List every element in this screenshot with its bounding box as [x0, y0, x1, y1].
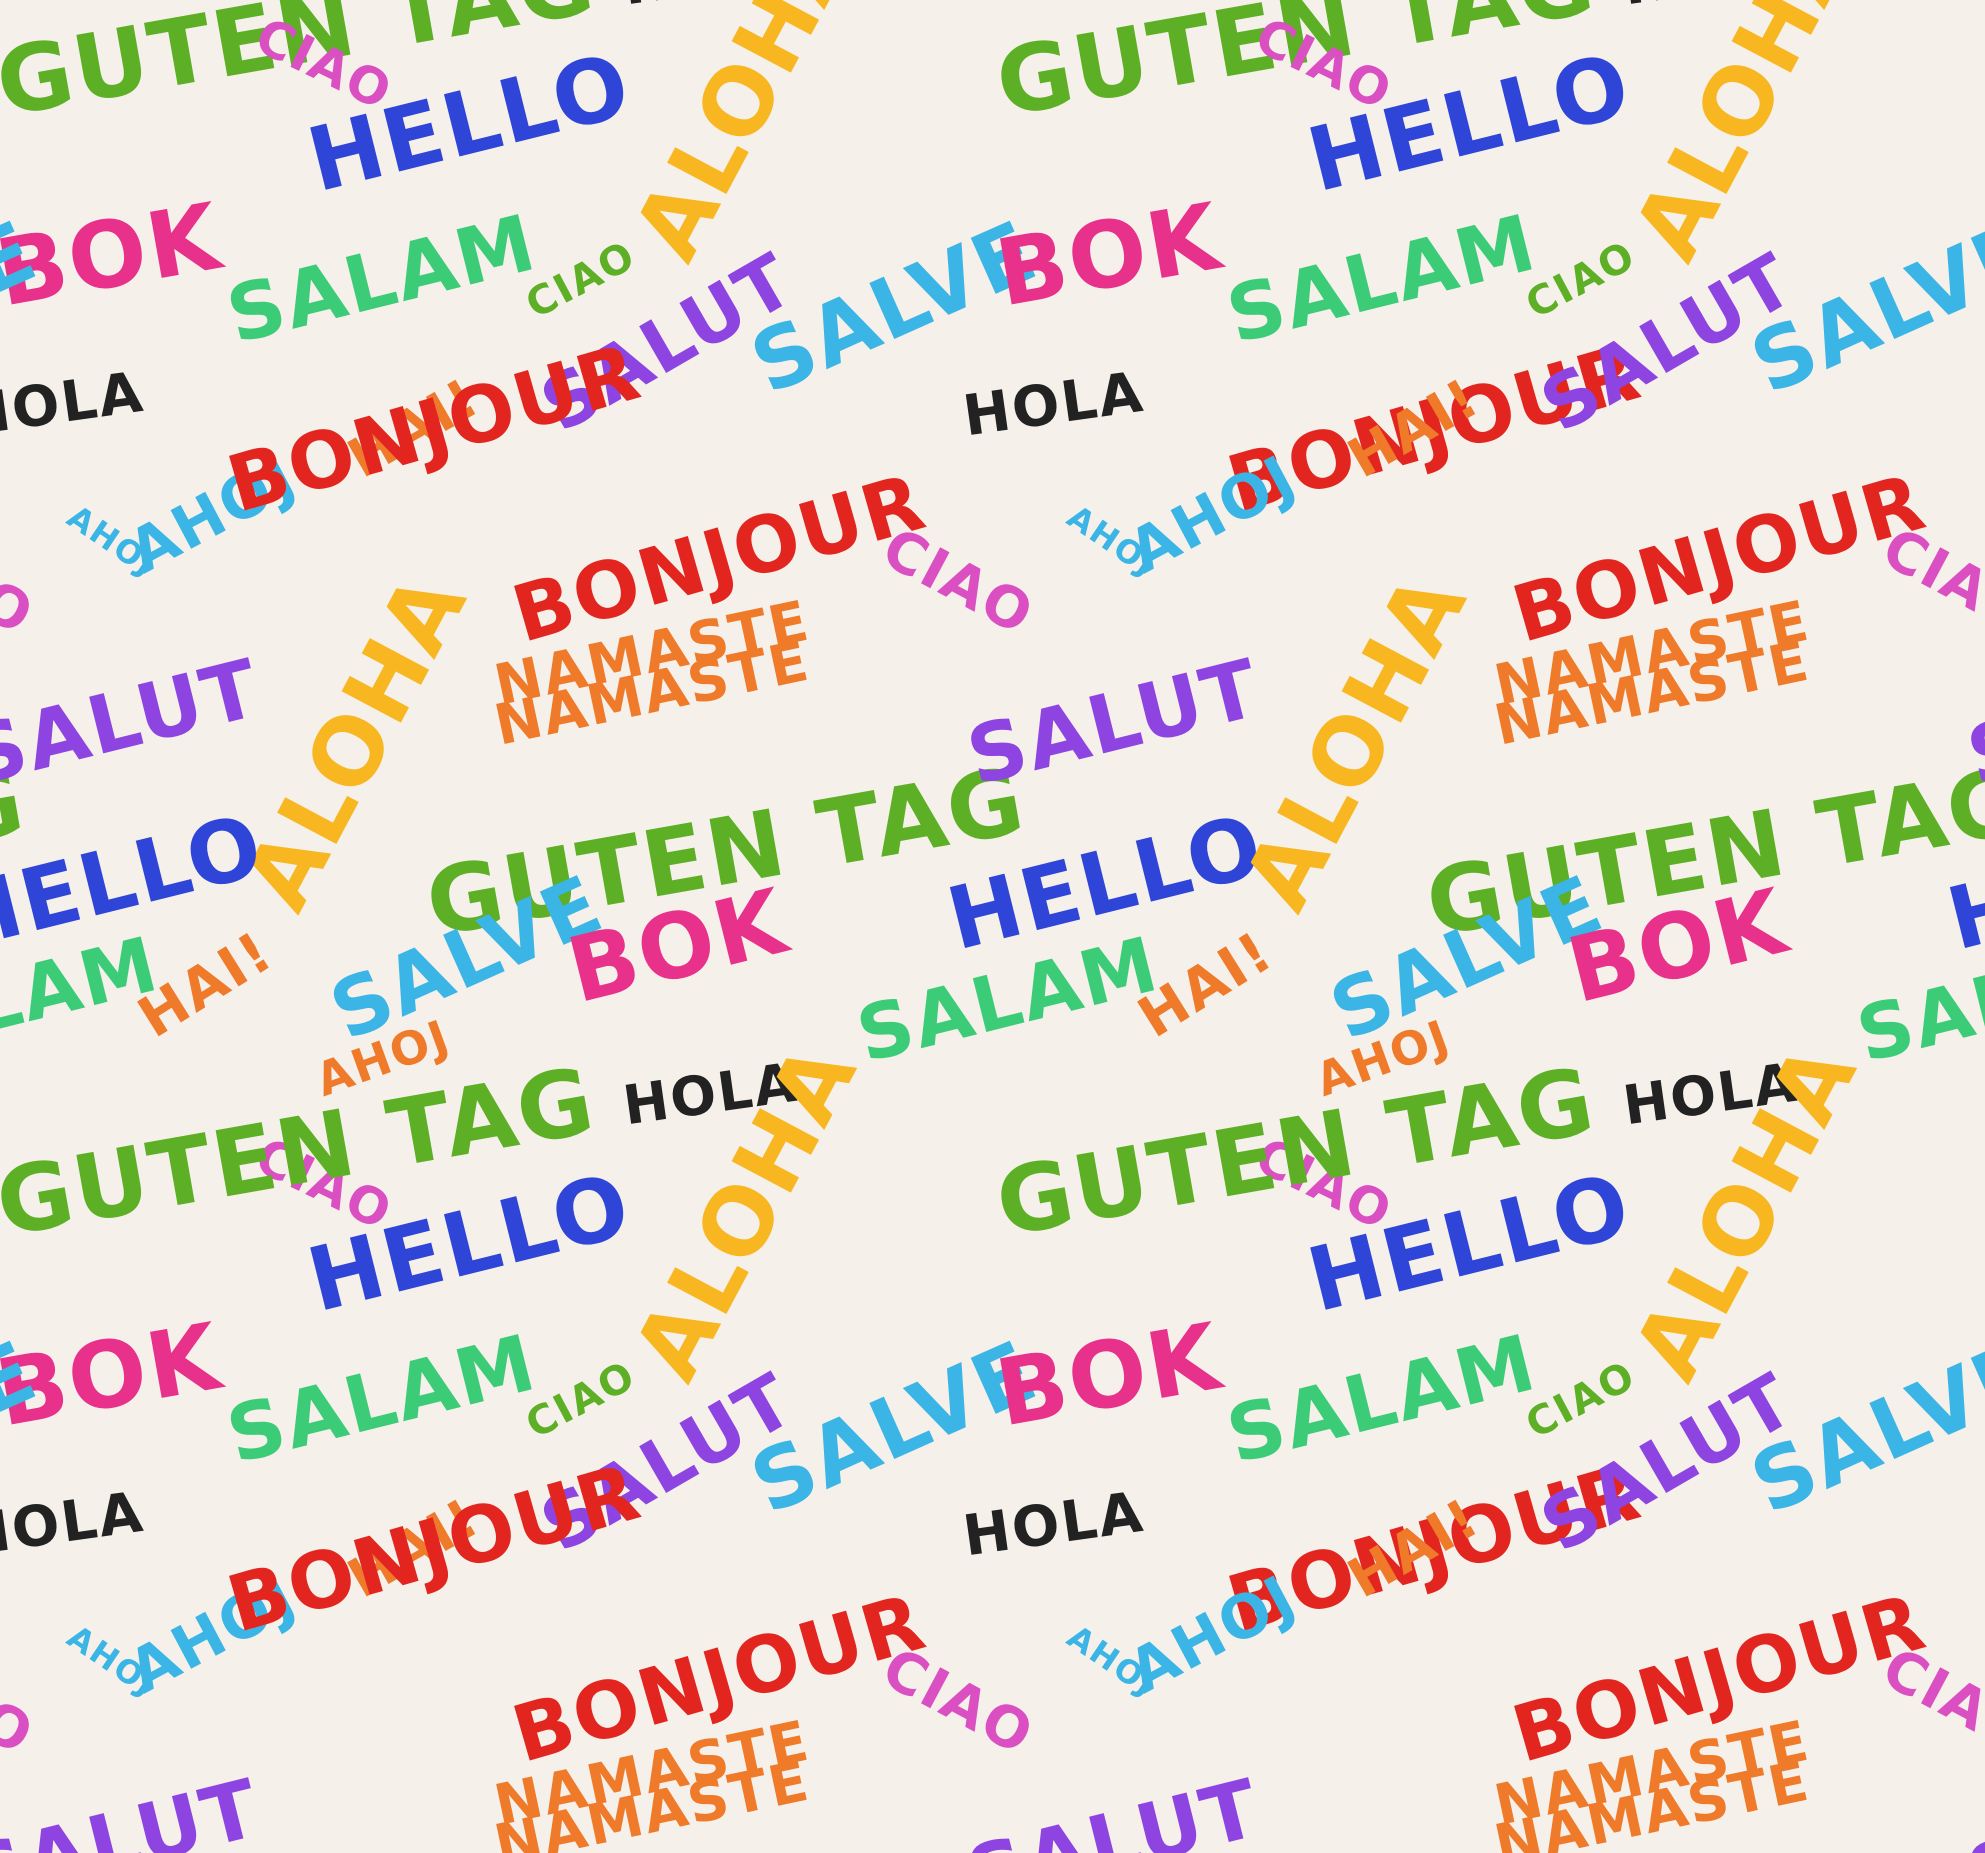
greeting-word: SALUT [1958, 1761, 1985, 1853]
greeting-word: BONJOUR [218, 1447, 651, 1651]
greeting-word: ALOHA [1612, 0, 1878, 277]
greeting-word: SALAM [1218, 198, 1546, 362]
greeting-word: SALAM [0, 919, 168, 1080]
greeting-word: BONJOUR [218, 327, 651, 531]
greeting-word: CIAO [1518, 1352, 1644, 1448]
greeting-word: SALAM [218, 1318, 546, 1482]
greeting-word: SALUT [958, 641, 1270, 804]
greeting-word: BOK [988, 182, 1230, 328]
greeting-word: HOLA [0, 1479, 149, 1570]
greeting-word: CIAO [1871, 515, 1985, 649]
greeting-word: ALOHA [612, 0, 878, 277]
greeting-word: CIAO [518, 1352, 644, 1448]
greeting-word: HOLA [959, 1479, 1149, 1570]
greeting-word: SALUT [0, 1761, 270, 1853]
greeting-word: BOK [988, 1302, 1230, 1448]
greeting-word: HAI! [1127, 919, 1285, 1051]
greeting-word: CIAO [871, 1635, 1045, 1769]
greeting-word: SALAM [218, 198, 546, 362]
greeting-word: CIAO [1518, 232, 1644, 328]
greeting-word: CIAO [518, 232, 644, 328]
greeting-word: SALVE [1737, 1321, 1985, 1534]
greeting-word: CIAO [871, 515, 1045, 649]
greeting-word: SALUT [0, 641, 270, 804]
greeting-word: CIAO [0, 515, 45, 649]
greeting-word: HOLA [959, 359, 1149, 450]
greeting-word: SALAM [1218, 1318, 1546, 1482]
greeting-word: SALUT [958, 1761, 1270, 1853]
greeting-word: CIAO [1871, 1635, 1985, 1769]
greeting-word: AHOJ [1117, 442, 1308, 588]
greeting-word: HOLA [0, 359, 149, 450]
greeting-word: SALVE [1737, 201, 1985, 414]
greeting-word: AHOJ [1117, 1562, 1308, 1708]
greeting-word: CIAO [0, 1635, 45, 1769]
